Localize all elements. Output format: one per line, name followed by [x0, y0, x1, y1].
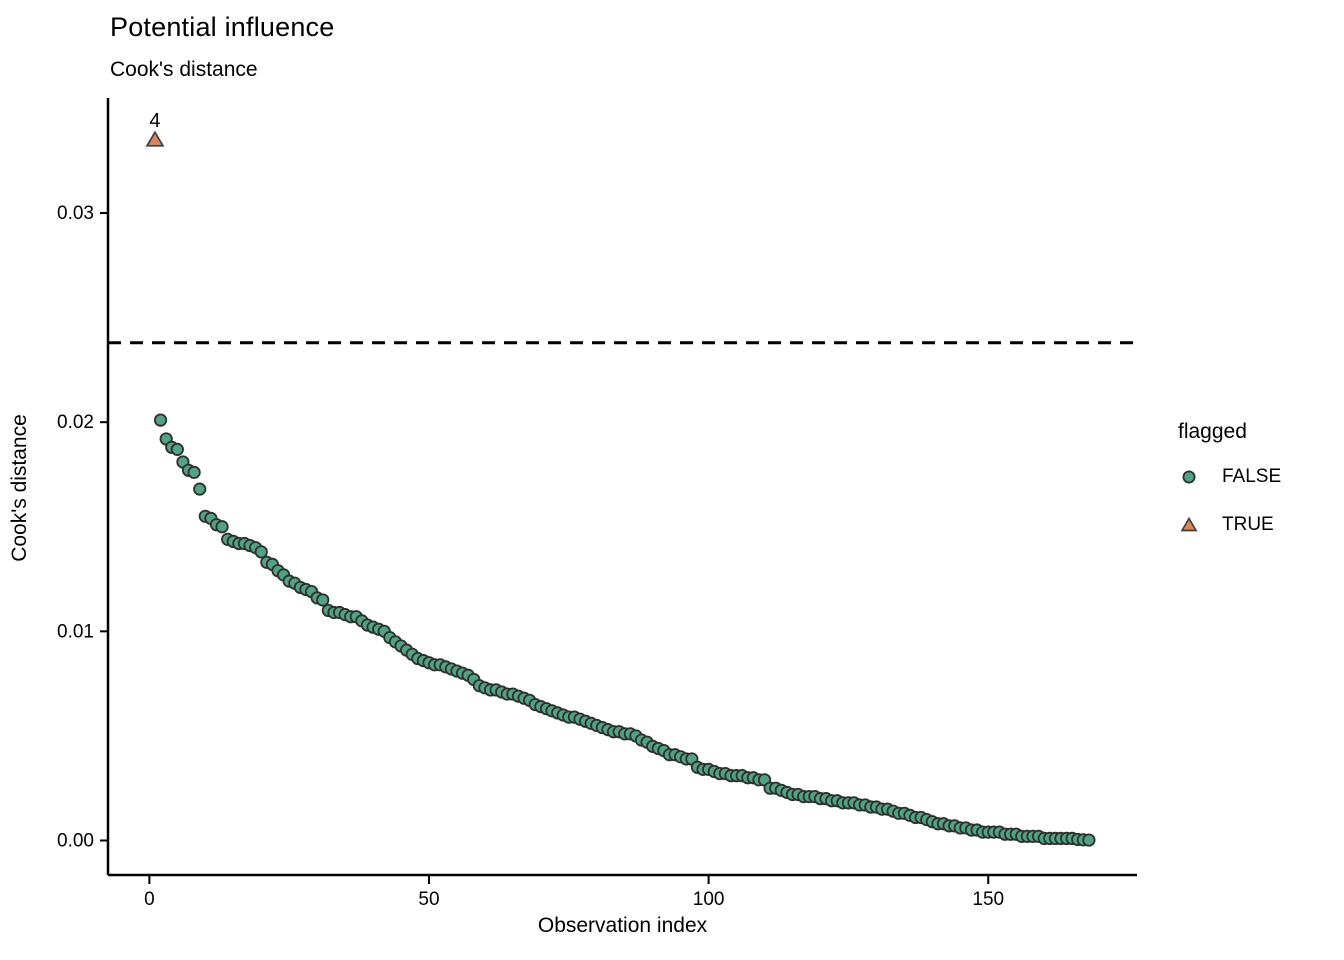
x-tick-label: 0	[144, 889, 155, 910]
data-point	[316, 593, 330, 607]
data-point	[170, 442, 184, 456]
y-tick-label: 0.02	[57, 412, 94, 433]
triangle-marker-icon	[1180, 516, 1198, 532]
flagged-data-point	[145, 130, 165, 147]
data-point	[1082, 833, 1096, 847]
plot-title: Potential influence	[110, 12, 335, 42]
y-tick-label: 0.00	[57, 830, 94, 851]
data-point	[193, 482, 207, 496]
data-point	[153, 413, 168, 427]
legend-entry-false: FALSE	[1178, 466, 1338, 488]
data-point	[215, 520, 229, 534]
y-tick-label: 0.03	[57, 203, 94, 224]
x-tick-label: 150	[972, 889, 1004, 910]
y-tick-label: 0.01	[57, 621, 94, 642]
plot-subtitle: Cook's distance	[110, 58, 258, 81]
legend: flagged FALSE TRUE	[1178, 420, 1338, 562]
legend-title: flagged	[1178, 420, 1247, 443]
legend-label-false: FALSE	[1222, 466, 1282, 487]
x-tick-label: 100	[693, 889, 725, 910]
x-tick-label: 50	[418, 889, 439, 910]
data-point	[187, 465, 201, 479]
circle-marker-icon	[1182, 470, 1196, 484]
data-point	[254, 545, 268, 559]
legend-entry-true: TRUE	[1178, 514, 1338, 536]
legend-label-true: TRUE	[1222, 514, 1274, 535]
y-axis-title: Cook's distance	[8, 414, 31, 562]
point-label: 4	[149, 110, 160, 132]
x-axis-title: Observation index	[537, 914, 708, 937]
